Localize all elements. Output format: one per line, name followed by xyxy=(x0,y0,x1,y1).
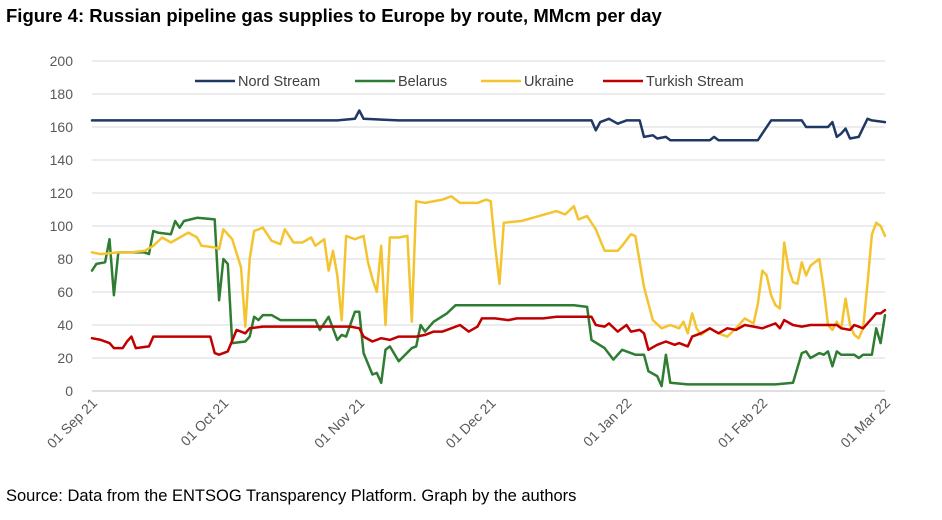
axes: 0 20 40 60 80 100 120 140 160 180 200 01 Sep 21 01 O… xyxy=(44,53,894,451)
y-tick-label: 20 xyxy=(57,350,73,366)
legend: Nord Stream Belarus Ukraine Turkish Stream xyxy=(195,74,744,90)
y-tick-label: 140 xyxy=(50,152,74,168)
series-line-belarus xyxy=(90,216,887,388)
series-line-nord-stream xyxy=(90,109,887,142)
y-tick-label: 100 xyxy=(50,218,74,234)
y-tick-label: 60 xyxy=(57,284,73,300)
x-tick-label: 01 Mar 22 xyxy=(837,395,893,451)
x-tick-label: 01 Oct 21 xyxy=(177,395,231,449)
y-tick-label: 180 xyxy=(50,86,74,102)
y-tick-label: 80 xyxy=(57,251,73,267)
legend-label: Turkish Stream xyxy=(646,74,744,90)
y-tick-label: 160 xyxy=(50,119,74,135)
x-tick-label: 01 Dec 21 xyxy=(442,395,499,452)
figure-title: Figure 4: Russian pipeline gas supplies … xyxy=(6,5,662,26)
x-tick-label: 01 Sep 21 xyxy=(44,395,101,452)
legend-label: Ukraine xyxy=(524,74,574,90)
gridlines xyxy=(92,60,885,392)
y-tick-label: 40 xyxy=(57,317,73,333)
y-tick-label: 120 xyxy=(50,185,74,201)
x-tick-label: 01 Feb 22 xyxy=(715,395,771,451)
x-tick-label: 01 Jan 22 xyxy=(580,395,635,450)
y-tick-label: 0 xyxy=(65,383,73,399)
y-tick-label: 200 xyxy=(50,53,74,69)
series-line-ukraine xyxy=(90,195,887,340)
legend-label: Belarus xyxy=(398,74,447,90)
x-tick-label: 01 Nov 21 xyxy=(311,395,368,452)
series-line-turkish-stream xyxy=(90,308,887,356)
series-lines xyxy=(90,109,887,388)
legend-label: Nord Stream xyxy=(238,74,320,90)
figure-source: Source: Data from the ENTSOG Transparenc… xyxy=(6,487,577,505)
